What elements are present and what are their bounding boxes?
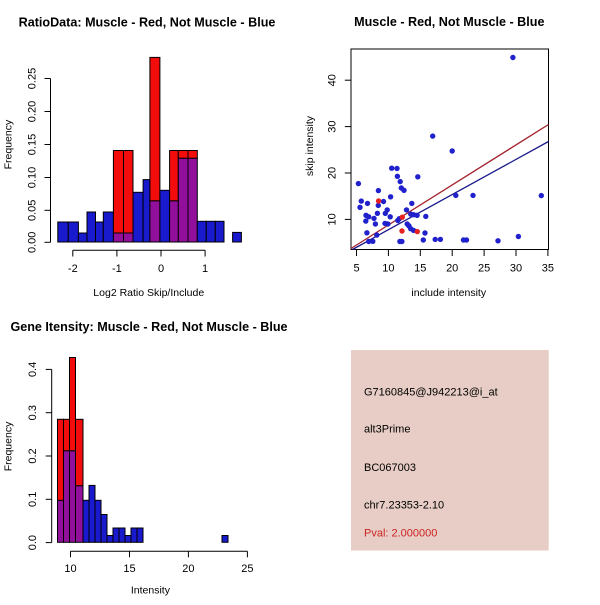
svg-text:20: 20	[446, 263, 458, 275]
svg-text:40: 40	[327, 74, 339, 86]
svg-text:30: 30	[327, 120, 339, 132]
svg-text:25: 25	[241, 563, 253, 575]
svg-text:Frequency: Frequency	[3, 119, 15, 169]
svg-text:1: 1	[202, 263, 208, 275]
svg-text:0.4: 0.4	[27, 362, 39, 377]
svg-text:10: 10	[382, 263, 394, 275]
svg-text:RatioData: Muscle - Red, Not M: RatioData: Muscle - Red, Not Muscle - Bl…	[19, 16, 276, 30]
svg-text:10: 10	[327, 213, 339, 225]
svg-text:-2: -2	[68, 263, 78, 275]
svg-text:alt3Prime: alt3Prime	[364, 424, 410, 436]
svg-text:10: 10	[64, 563, 76, 575]
svg-text:20: 20	[327, 167, 339, 179]
svg-text:20: 20	[182, 563, 194, 575]
svg-text:0.1: 0.1	[27, 492, 39, 507]
svg-text:15: 15	[414, 263, 426, 275]
svg-text:0: 0	[158, 263, 164, 275]
svg-text:Muscle - Red, Not Muscle - Blu: Muscle - Red, Not Muscle - Blue	[354, 15, 544, 29]
svg-text:chr7.23353-2.10: chr7.23353-2.10	[364, 500, 444, 512]
svg-text:0.3: 0.3	[27, 405, 39, 420]
svg-text:Gene Itensity: Muscle - Red, N: Gene Itensity: Muscle - Red, Not Muscle …	[10, 320, 287, 334]
svg-text:0.15: 0.15	[27, 134, 39, 155]
svg-text:skip intensity: skip intensity	[304, 115, 316, 176]
svg-text:35: 35	[542, 263, 554, 275]
svg-text:Intensity: Intensity	[131, 585, 171, 597]
svg-text:Log2 Ratio Skip/Include: Log2 Ratio Skip/Include	[93, 287, 204, 299]
svg-text:0.2: 0.2	[27, 448, 39, 463]
svg-text:G7160845@J942213@i_at: G7160845@J942213@i_at	[364, 387, 498, 399]
svg-text:0.0: 0.0	[27, 535, 39, 550]
svg-text:5: 5	[353, 263, 359, 275]
svg-text:0.25: 0.25	[27, 68, 39, 89]
svg-text:0.20: 0.20	[27, 101, 39, 122]
svg-text:25: 25	[478, 263, 490, 275]
svg-text:30: 30	[510, 263, 522, 275]
svg-text:BC067003: BC067003	[364, 462, 416, 474]
svg-text:0.05: 0.05	[27, 200, 39, 221]
svg-text:-1: -1	[112, 263, 122, 275]
svg-text:0.10: 0.10	[27, 167, 39, 188]
svg-text:Pval: 2.000000: Pval: 2.000000	[364, 528, 437, 540]
svg-text:Frequency: Frequency	[3, 421, 15, 471]
svg-text:0.00: 0.00	[27, 232, 39, 253]
svg-text:include intensity: include intensity	[411, 287, 486, 299]
svg-text:15: 15	[123, 563, 135, 575]
